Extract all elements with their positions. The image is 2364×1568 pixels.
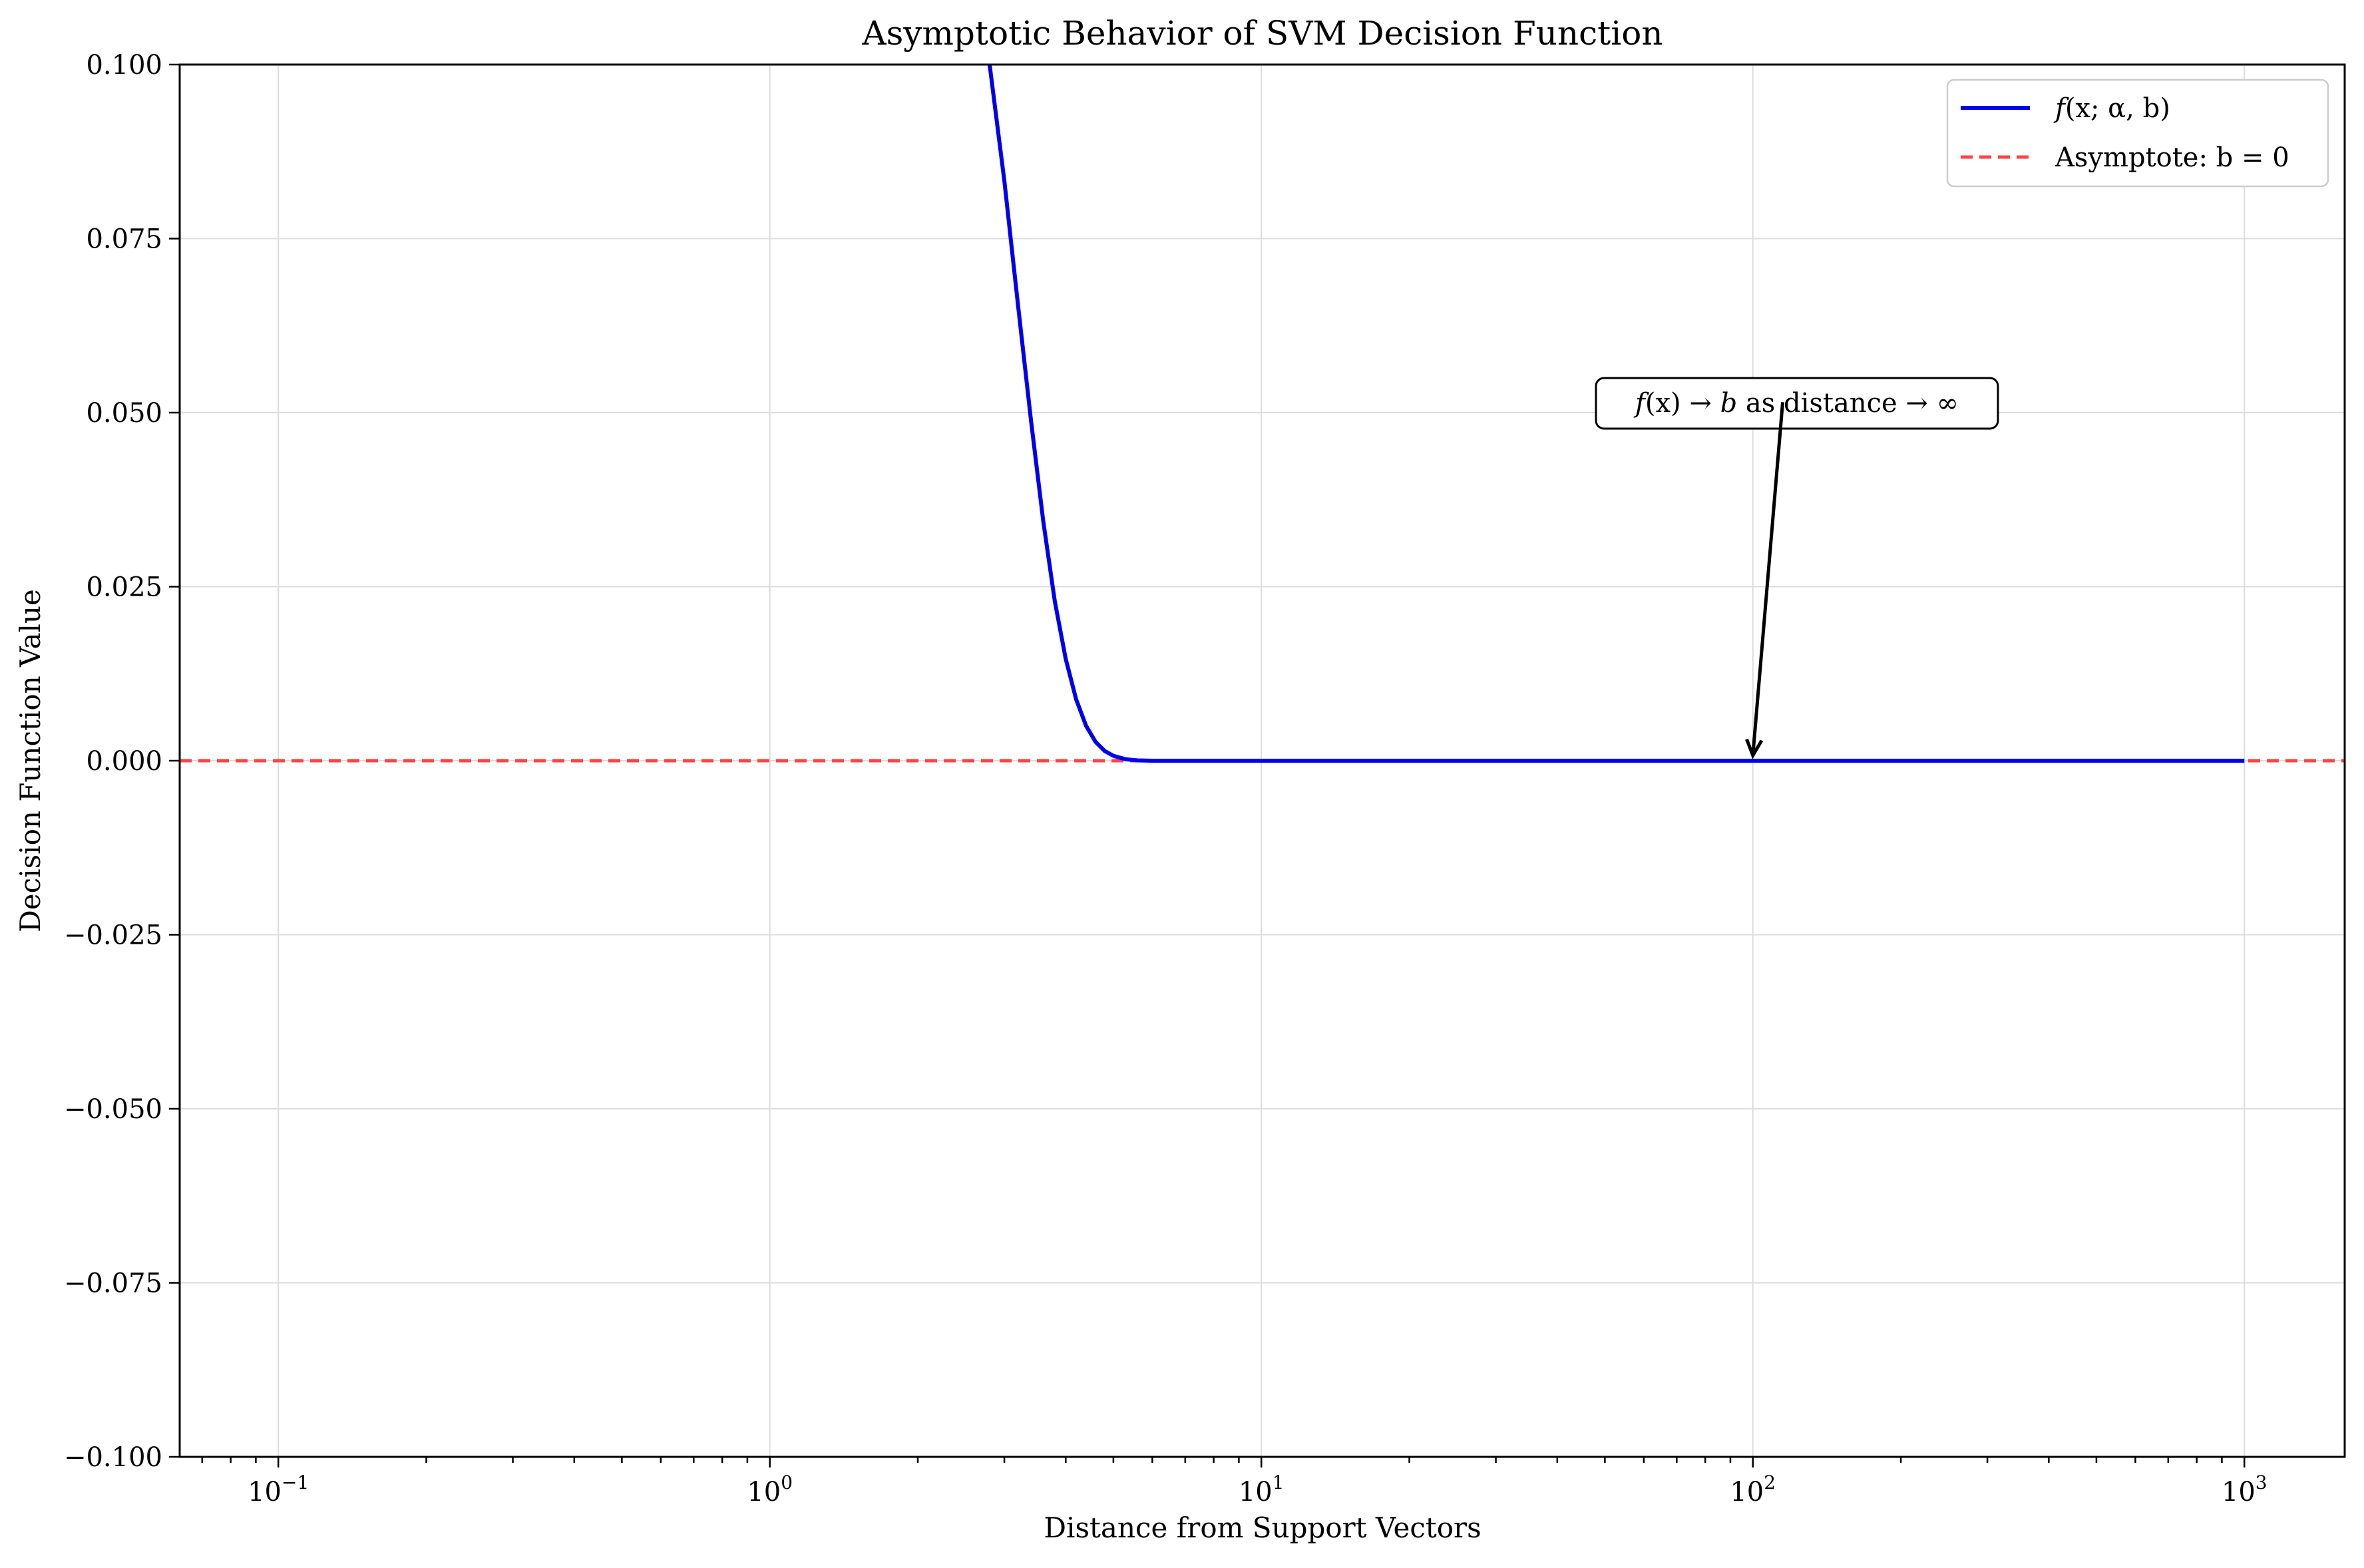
y-tick-label: −0.075 <box>64 1269 162 1299</box>
x-tick-label: 10−1 <box>248 1471 309 1507</box>
y-tick-label: −0.050 <box>64 1094 162 1125</box>
y-tick-label: 0.000 <box>86 746 162 777</box>
y-tick-label: −0.100 <box>64 1442 162 1473</box>
annotation-text: f(x) → b as distance → ∞ <box>1633 388 1959 419</box>
legend-box <box>1946 79 2329 188</box>
x-tick-label: 100 <box>747 1471 793 1507</box>
y-tick-label: 0.025 <box>86 572 162 603</box>
y-tick-label: 0.100 <box>86 50 162 81</box>
annotation: f(x) → b as distance → ∞ <box>1595 377 1999 759</box>
chart-title: Asymptotic Behavior of SVM Decision Func… <box>861 14 1663 53</box>
x-tick-label: 102 <box>1730 1471 1776 1507</box>
tick-layer: 10−1 100 101 102 103 0.100 0.075 0.050 0.025 0.00… <box>64 50 2267 1507</box>
annotation-arrow-head <box>1745 738 1764 759</box>
series-line-decision-function <box>987 65 2245 763</box>
y-axis-label: Decision Function Value <box>14 589 47 932</box>
annotation-box <box>1595 377 1999 430</box>
x-tick-label: 103 <box>2222 1471 2267 1507</box>
y-tick-label: 0.050 <box>86 398 162 429</box>
series-layer <box>180 65 2345 763</box>
legend-label-series-2: Asymptote: b = 0 <box>2055 142 2289 173</box>
x-tick-label: 101 <box>1239 1471 1284 1507</box>
x-axis-label: Distance from Support Vectors <box>1044 1511 1481 1544</box>
legend-label-series-1: f(x; α, b) <box>2053 93 2170 124</box>
legend: f(x; α, b) Asymptote: b = 0 <box>1946 79 2329 188</box>
annotation-arrow-line <box>1751 402 1785 756</box>
y-tick-label: 0.075 <box>86 224 162 255</box>
y-tick-label: −0.025 <box>64 920 162 951</box>
